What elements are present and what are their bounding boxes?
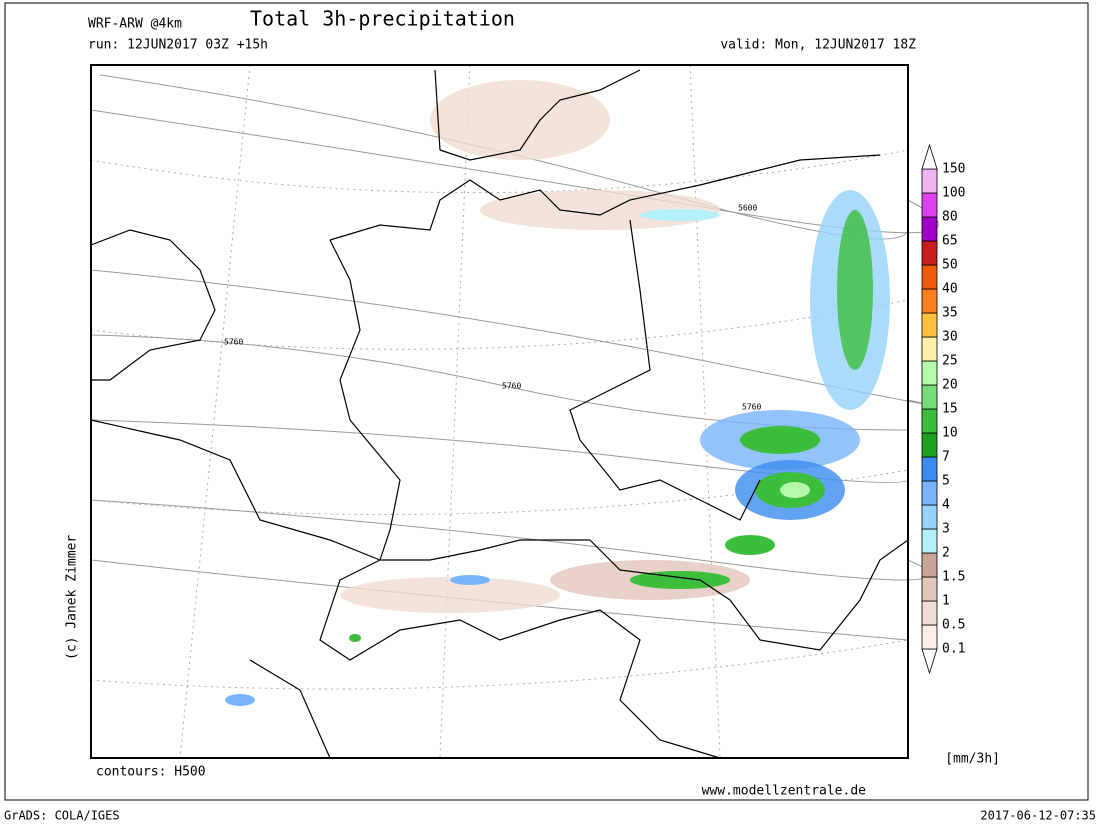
graticule [90, 64, 909, 759]
precipitation [225, 80, 890, 706]
colorbar-label: 7 [942, 450, 950, 465]
colorbar-label: 4 [942, 498, 950, 513]
valid-label: valid: Mon, 12JUN2017 18Z [720, 38, 916, 53]
model-label: WRF-ARW @4km [88, 17, 182, 32]
colorbar-label: 5 [942, 474, 950, 489]
colorbar-label: 0.5 [942, 618, 965, 633]
colorbar-label: 40 [942, 282, 958, 297]
colorbar-unit: [mm/3h] [945, 752, 1000, 767]
colorbar-label: 1 [942, 594, 950, 609]
colorbar-label: 2 [942, 546, 950, 561]
colorbar-box [921, 240, 938, 266]
colorbar-box [921, 456, 938, 482]
contour-label: 5760 [502, 382, 521, 391]
colorbar-label: 30 [942, 330, 958, 345]
contours-note: contours: H500 [96, 765, 206, 780]
colorbar-box [921, 552, 938, 578]
colorbar-box [921, 408, 938, 434]
colorbar-box [921, 192, 938, 218]
colorbar-box [921, 576, 938, 602]
colorbar-box [921, 480, 938, 506]
colorbar-label: 150 [942, 162, 965, 177]
colorbar-box [921, 528, 938, 554]
contour-label: 5760 [224, 338, 243, 347]
colorbar-box [921, 384, 938, 410]
colorbar-box [921, 624, 938, 650]
colorbar-box [921, 288, 938, 314]
colorbar: 0.1 0.5 1 1.5 2 3 4 5 7 10 15 20 25 30 35 40 50 65 80 100 15… [921, 143, 965, 675]
title: Total 3h-precipitation [250, 7, 515, 31]
colorbar-box [921, 312, 938, 338]
colorbar-label: 65 [942, 234, 958, 249]
website: www.modellzentrale.de [702, 784, 867, 799]
contour-label: 5600 [738, 204, 757, 213]
timestamp: 2017-06-12-07:35 [980, 809, 1096, 823]
colorbar-label: 3 [942, 522, 950, 537]
colorbar-label: 35 [942, 306, 958, 321]
colorbar-box [921, 336, 938, 362]
colorbar-label: 15 [942, 402, 958, 417]
map: 5760 5600 5760 5760 [90, 64, 939, 759]
colorbar-label: 80 [942, 210, 958, 225]
colorbar-label: 20 [942, 378, 958, 393]
colorbar-label: 0.1 [942, 642, 965, 657]
software-label: GrADS: COLA/IGES [4, 809, 120, 823]
colorbar-triangle [921, 143, 938, 170]
colorbar-label: 50 [942, 258, 958, 273]
map-frame [90, 64, 909, 759]
run-label: run: 12JUN2017 03Z +15h [88, 38, 268, 53]
colorbar-box [921, 168, 938, 194]
colorbar-label: 100 [942, 186, 965, 201]
colorbar-box [921, 216, 938, 242]
colorbar-box [921, 432, 938, 458]
colorbar-box [921, 360, 938, 386]
colorbar-box [921, 600, 938, 626]
borders [90, 69, 909, 759]
contour-label: 5760 [742, 403, 761, 412]
colorbar-label: 1.5 [942, 570, 965, 585]
colorbar-box [921, 264, 938, 290]
colorbar-label: 10 [942, 426, 958, 441]
credit: (c) Janek Zimmer [65, 535, 80, 660]
colorbar-label: 25 [942, 354, 958, 369]
colorbar-box [921, 504, 938, 530]
